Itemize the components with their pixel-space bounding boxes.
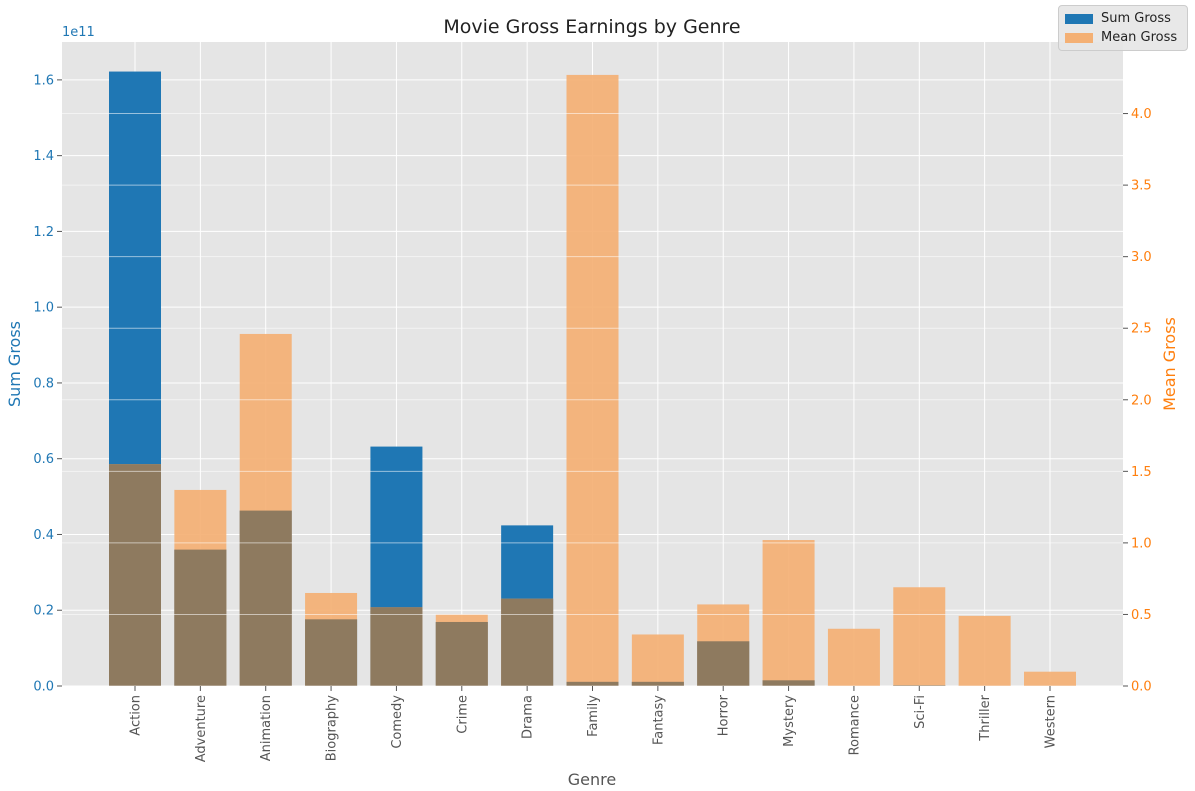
right-tick-label-0: 0.0 <box>1131 680 1152 695</box>
right-tick-label-3: 1.5 <box>1131 465 1152 480</box>
legend-item-mean-gross: Mean Gross <box>1065 28 1181 47</box>
right-tick-label-8: 4.0 <box>1131 107 1152 122</box>
left-tick-label-3: 0.6 <box>33 452 54 467</box>
legend-swatch-mean-gross <box>1065 32 1093 43</box>
left-axis-ticks: 0.0 0.2 0.4 0.6 0.8 1.0 1.2 1.4 1.6 <box>33 73 62 695</box>
left-tick-label-4: 0.8 <box>33 376 54 391</box>
left-tick-label-6: 1.2 <box>33 225 54 240</box>
right-axis-title: Mean Gross <box>1160 317 1179 411</box>
x-tick-label-comedy: Comedy <box>390 695 405 749</box>
overlap-bar-action <box>109 464 161 686</box>
overlap-bar-biography <box>305 619 358 686</box>
right-tick-label-5: 2.5 <box>1131 322 1152 337</box>
overlap-bar-drama <box>501 598 554 686</box>
overlap-bar-mystery <box>762 680 815 686</box>
chart-title: Movie Gross Earnings by Genre <box>443 16 740 38</box>
x-tick-label-crime: Crime <box>455 695 470 734</box>
mean-gross-bar-sci-fi <box>893 587 946 686</box>
legend-swatch-sum-gross <box>1065 13 1093 24</box>
right-tick-label-6: 3.0 <box>1131 250 1152 265</box>
mean-gross-bar-family <box>566 74 619 687</box>
x-tick-label-drama: Drama <box>521 695 536 739</box>
overlap-bar-fantasy <box>631 681 684 686</box>
overlap-bar-adventure <box>174 549 227 686</box>
x-tick-label-action: Action <box>129 695 144 736</box>
x-tick-label-romance: Romance <box>847 695 862 755</box>
mean-gross-bar-mystery <box>762 540 815 686</box>
legend-item-sum-gross: Sum Gross <box>1065 9 1181 28</box>
mean-gross-bar-romance <box>827 628 880 686</box>
x-axis-ticks: Action Adventure Animation Biography Comedy C… <box>129 686 1059 762</box>
left-tick-label-7: 1.4 <box>33 149 54 164</box>
mean-gross-bar-fantasy <box>631 634 684 686</box>
legend-label-sum-gross: Sum Gross <box>1101 11 1171 26</box>
overlap-bar-animation <box>239 510 292 686</box>
left-tick-label-1: 0.2 <box>33 604 54 619</box>
right-tick-label-2: 1.0 <box>1131 536 1152 551</box>
overlap-bar-comedy <box>370 607 423 686</box>
overlap-bar-family <box>566 681 619 686</box>
x-tick-label-sci-fi: Sci-Fi <box>913 695 928 729</box>
right-tick-label-7: 3.5 <box>1131 179 1152 194</box>
right-tick-label-1: 0.5 <box>1131 608 1152 623</box>
left-tick-label-2: 0.4 <box>33 528 54 543</box>
mean-gross-bar-western <box>1024 671 1076 686</box>
left-tick-label-8: 1.6 <box>33 73 54 88</box>
overlap-bar-horror <box>697 641 750 686</box>
x-tick-label-mystery: Mystery <box>782 695 797 747</box>
right-tick-label-4: 2.0 <box>1131 393 1152 408</box>
x-axis-title: Genre <box>568 770 616 789</box>
x-tick-label-horror: Horror <box>717 694 732 736</box>
x-tick-label-biography: Biography <box>325 695 340 762</box>
left-tick-label-5: 1.0 <box>33 301 54 316</box>
legend: Sum Gross Mean Gross <box>1058 5 1188 51</box>
left-axis-offset-text: 1e11 <box>62 25 95 40</box>
x-tick-label-adventure: Adventure <box>194 695 209 762</box>
mean-gross-bar-thriller <box>958 615 1011 686</box>
x-tick-label-thriller: Thriller <box>978 694 993 741</box>
x-tick-label-family: Family <box>586 695 601 737</box>
x-tick-label-animation: Animation <box>259 695 274 761</box>
mean-gross-bars <box>109 74 1076 687</box>
x-tick-label-fantasy: Fantasy <box>651 695 666 745</box>
left-tick-label-0: 0.0 <box>33 680 54 695</box>
legend-label-mean-gross: Mean Gross <box>1101 30 1178 45</box>
overlap-bar-crime <box>435 621 488 686</box>
left-axis-title: Sum Gross <box>5 321 24 407</box>
right-axis-ticks: 0.0 0.5 1.0 1.5 2.0 2.5 3.0 3.5 4.0 <box>1123 107 1152 695</box>
overlay-gridlines <box>62 113 1123 687</box>
x-tick-label-western: Western <box>1044 695 1059 748</box>
